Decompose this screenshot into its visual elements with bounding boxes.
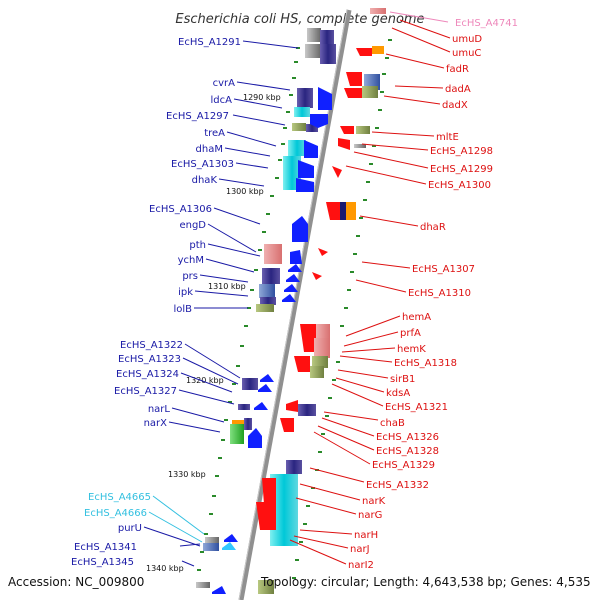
gene-label[interactable]: ldcA — [211, 95, 233, 106]
gene-label[interactable]: EcHS_A4741 — [455, 18, 518, 29]
gene-label[interactable]: hemK — [397, 344, 426, 355]
tick-marks — [197, 39, 392, 579]
gene-label[interactable]: pth — [189, 240, 206, 251]
gene-label[interactable]: EcHS_A4665 — [88, 492, 151, 503]
gene-label[interactable]: dhaK — [192, 175, 218, 186]
right-gene-labels: EcHS_A4741 umuD umuC fadR dadA dadX mltE… — [348, 18, 518, 571]
kbp-label: 1310 kbp — [208, 282, 246, 291]
gene-label[interactable]: chaB — [380, 418, 405, 429]
gene-label[interactable]: EcHS_A1310 — [408, 288, 471, 299]
gene-label[interactable]: EcHS_A1298 — [430, 146, 493, 157]
gene-label[interactable]: narX — [144, 418, 168, 429]
left-label-connectors-light — [148, 495, 205, 543]
gene-label[interactable]: EcHS_A1306 — [149, 204, 212, 215]
kbp-axis: 1290 kbp 1300 kbp 1310 kbp 1320 kbp 1330… — [146, 93, 281, 573]
gene-label[interactable]: hemA — [402, 312, 431, 323]
gene-label[interactable]: dadX — [442, 100, 468, 111]
gene-label[interactable]: EcHS_A1345 — [71, 557, 134, 568]
kbp-label: 1300 kbp — [226, 187, 264, 196]
gene-label[interactable]: EcHS_A1328 — [376, 446, 439, 457]
gene-label[interactable]: prfA — [400, 328, 421, 339]
gene-label[interactable]: purU — [118, 523, 142, 534]
gene-label[interactable]: lolB — [173, 304, 192, 315]
gene-label[interactable]: EcHS_A1329 — [372, 460, 435, 471]
gene-label[interactable]: EcHS_A1341 — [74, 542, 137, 553]
map-title: Escherichia coli HS, complete genome — [175, 12, 424, 27]
gene-label[interactable]: mltE — [436, 132, 459, 143]
kbp-label: 1330 kbp — [168, 470, 206, 479]
gene-label[interactable]: EcHS_A1299 — [430, 164, 493, 175]
gene-label[interactable]: ychM — [178, 255, 204, 266]
left-gene-features — [196, 28, 336, 594]
gene-label[interactable]: narI2 — [348, 560, 374, 571]
gene-label[interactable]: ipk — [178, 287, 193, 298]
left-label-connectors — [143, 40, 299, 567]
right-label-connectors — [289, 11, 451, 565]
gene-label[interactable]: EcHS_A1318 — [394, 358, 457, 369]
gene-label[interactable]: EcHS_A1307 — [412, 264, 475, 275]
kbp-label: 1290 kbp — [243, 93, 281, 102]
gene-label[interactable]: dhaR — [420, 222, 446, 233]
gene-label[interactable]: EcHS_A1303 — [171, 159, 234, 170]
gene-label[interactable]: narH — [354, 530, 378, 541]
gene-label[interactable]: sirB1 — [390, 374, 415, 385]
genome-summary-text: Topology: circular; Length: 4,643,538 bp… — [260, 575, 591, 589]
accession-text: Accession: NC_009800 — [8, 575, 144, 589]
gene-label[interactable]: EcHS_A1327 — [114, 386, 177, 397]
gene-label[interactable]: dhaM — [196, 144, 223, 155]
kbp-label: 1340 kbp — [146, 564, 184, 573]
left-gene-labels: EcHS_A1291 cvrA ldcA EcHS_A1297 treA dha… — [71, 37, 241, 568]
gene-label[interactable]: EcHS_A1297 — [166, 111, 229, 122]
kbp-label: 1320 kbp — [186, 376, 224, 385]
gene-label[interactable]: umuD — [452, 34, 482, 45]
gene-label[interactable]: kdsA — [386, 388, 410, 399]
gene-label[interactable]: EcHS_A1291 — [178, 37, 241, 48]
gene-label[interactable]: umuC — [452, 48, 481, 59]
gene-label[interactable]: EcHS_A1332 — [366, 480, 429, 491]
gene-label[interactable]: treA — [204, 128, 225, 139]
gene-label[interactable]: prs — [182, 271, 198, 282]
gene-label[interactable]: EcHS_A1324 — [116, 369, 179, 380]
gene-label[interactable]: EcHS_A4666 — [84, 508, 147, 519]
gene-label[interactable]: EcHS_A1326 — [376, 432, 439, 443]
gene-label[interactable]: narK — [362, 496, 386, 507]
gene-label[interactable]: engD — [179, 220, 206, 231]
gene-label[interactable]: dadA — [445, 84, 471, 95]
gene-label[interactable]: narL — [148, 404, 171, 415]
gene-label[interactable]: EcHS_A1322 — [120, 340, 183, 351]
gene-label[interactable]: EcHS_A1300 — [428, 180, 491, 191]
right-gene-features — [256, 8, 386, 594]
gene-label[interactable]: EcHS_A1323 — [118, 354, 181, 365]
gene-label[interactable]: cvrA — [213, 78, 236, 89]
gene-label[interactable]: fadR — [446, 64, 469, 75]
gene-label[interactable]: narJ — [350, 544, 370, 555]
gene-label[interactable]: narG — [358, 510, 382, 521]
gene-label[interactable]: EcHS_A1321 — [385, 402, 448, 413]
